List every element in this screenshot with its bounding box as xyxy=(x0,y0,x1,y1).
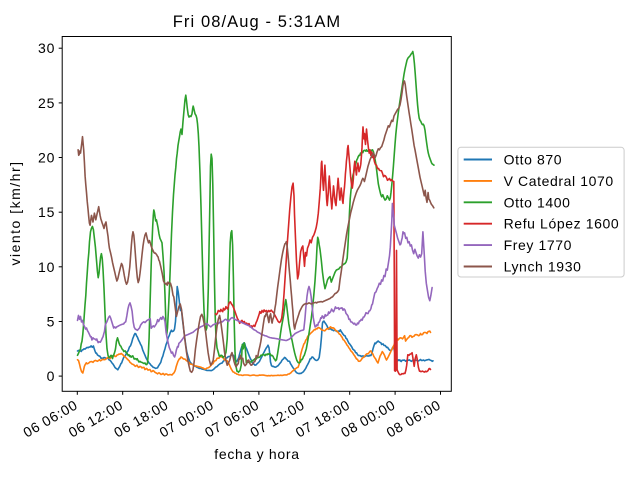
svg-text:20: 20 xyxy=(38,150,55,166)
svg-text:viento [km/hr]: viento [km/hr] xyxy=(7,160,23,265)
svg-text:Otto 870: Otto 870 xyxy=(504,152,563,168)
svg-text:0: 0 xyxy=(47,368,56,384)
svg-text:Refu López 1600: Refu López 1600 xyxy=(504,216,620,232)
svg-text:30: 30 xyxy=(38,40,55,56)
svg-text:Frey 1770: Frey 1770 xyxy=(504,237,572,253)
svg-text:fecha y hora: fecha y hora xyxy=(214,446,299,462)
svg-text:10: 10 xyxy=(38,259,55,275)
svg-text:Otto 1400: Otto 1400 xyxy=(504,194,571,210)
svg-text:Fri 08/Aug - 5:31AM: Fri 08/Aug - 5:31AM xyxy=(173,13,342,31)
svg-text:Lynch 1930: Lynch 1930 xyxy=(504,259,582,275)
svg-text:V Catedral 1070: V Catedral 1070 xyxy=(504,173,614,189)
svg-text:25: 25 xyxy=(38,95,55,111)
svg-text:5: 5 xyxy=(47,314,56,330)
svg-text:15: 15 xyxy=(38,204,55,220)
